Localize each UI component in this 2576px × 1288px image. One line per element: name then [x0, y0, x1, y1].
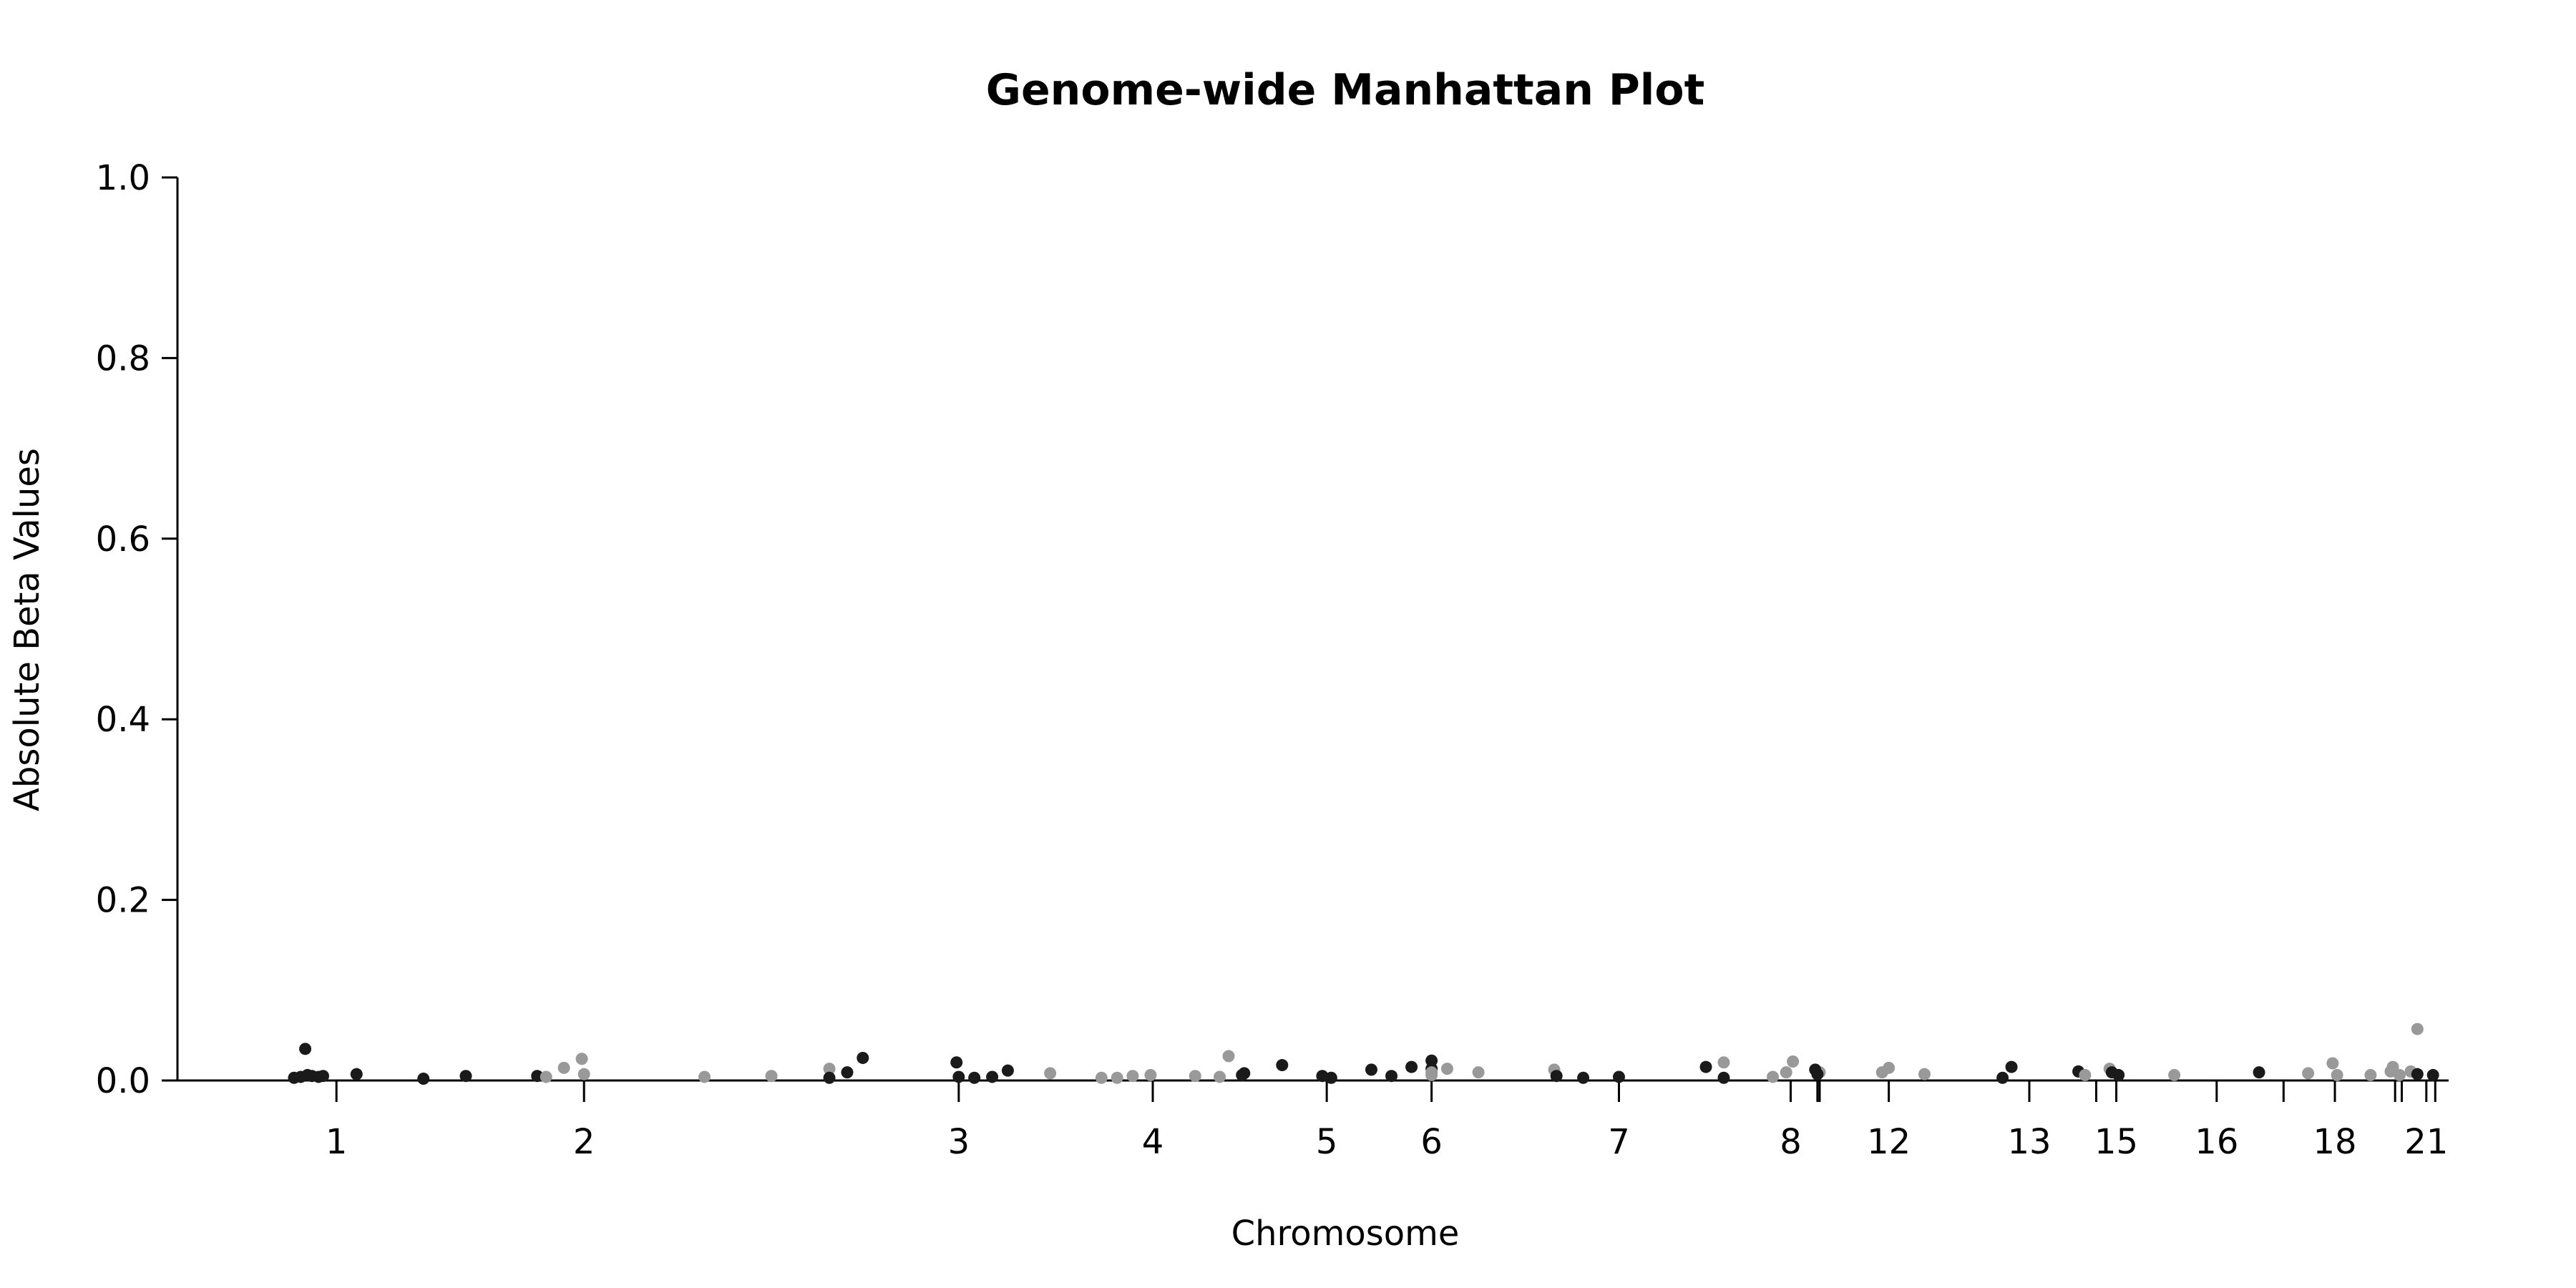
x-tick-label: 16	[2195, 1122, 2238, 1162]
x-axis-label: Chromosome	[1231, 1214, 1460, 1254]
data-point	[577, 1068, 590, 1080]
data-point	[1996, 1071, 2009, 1084]
data-point	[316, 1070, 329, 1083]
data-point	[2302, 1067, 2315, 1080]
x-tick-label: 7	[1608, 1122, 1630, 1162]
x-tick-label: 3	[948, 1122, 970, 1162]
x-tick-label: 15	[2094, 1122, 2138, 1162]
data-point	[2079, 1068, 2092, 1081]
data-point	[1699, 1060, 1712, 1073]
data-point	[952, 1070, 965, 1083]
data-point	[1577, 1071, 1590, 1084]
data-point	[841, 1066, 854, 1079]
x-tick-label: 4	[1142, 1122, 1164, 1162]
data-point	[459, 1070, 472, 1083]
data-point	[1095, 1071, 1108, 1084]
data-point	[417, 1072, 430, 1085]
data-point	[2364, 1068, 2377, 1081]
x-tick-label: 5	[1316, 1122, 1338, 1162]
data-point	[1472, 1066, 1485, 1079]
data-point	[1717, 1071, 1730, 1084]
data-point	[1144, 1068, 1157, 1081]
data-point	[2253, 1066, 2265, 1079]
data-point	[1385, 1070, 1398, 1083]
x-tick-label: 18	[2313, 1122, 2356, 1162]
data-point	[1787, 1055, 1800, 1068]
data-point	[1214, 1070, 1226, 1083]
data-point	[1365, 1063, 1377, 1076]
data-point	[1883, 1061, 1896, 1074]
data-point	[1044, 1067, 1057, 1080]
data-point	[2386, 1060, 2399, 1073]
data-point	[2005, 1060, 2018, 1073]
data-point	[2112, 1068, 2125, 1081]
data-point	[2393, 1068, 2406, 1081]
data-point	[698, 1070, 711, 1083]
data-point	[1324, 1071, 1337, 1084]
data-point	[1918, 1068, 1931, 1080]
data-point	[1425, 1066, 1438, 1079]
data-point	[1222, 1050, 1235, 1063]
data-point	[823, 1071, 836, 1084]
y-tick-label: 0.4	[96, 700, 150, 740]
y-tick-label: 0.2	[96, 881, 150, 921]
data-point	[765, 1070, 778, 1083]
y-axis-ticks: 0.0 0.2 0.4 0.6 0.8 1.0	[96, 158, 177, 1101]
x-tick-label: 12	[1867, 1122, 1911, 1162]
data-point	[531, 1070, 544, 1083]
data-point	[1612, 1070, 1625, 1083]
data-point	[1811, 1068, 1824, 1080]
data-points	[288, 1023, 2439, 1085]
y-tick-label: 1.0	[96, 158, 150, 198]
y-tick-label: 0.6	[96, 519, 150, 560]
x-tick-label: 2	[573, 1122, 595, 1162]
x-tick-label: 21	[2404, 1122, 2448, 1162]
data-point	[557, 1061, 570, 1074]
data-point	[1550, 1070, 1563, 1083]
data-point	[950, 1056, 963, 1069]
data-point	[2331, 1068, 2343, 1081]
data-point	[2326, 1057, 2339, 1070]
data-point	[299, 1043, 312, 1055]
data-point	[540, 1070, 552, 1083]
data-point	[1111, 1071, 1123, 1084]
data-point	[1276, 1059, 1289, 1072]
y-axis-label: Absolute Beta Values	[7, 448, 47, 811]
x-tick-label: 1	[326, 1122, 348, 1162]
y-tick-label: 0.0	[96, 1061, 150, 1101]
data-point	[986, 1070, 999, 1083]
y-tick-label: 0.8	[96, 338, 150, 379]
data-point	[1238, 1067, 1251, 1080]
data-point	[1126, 1070, 1139, 1083]
chart-title: Genome-wide Manhattan Plot	[986, 65, 1705, 115]
data-point	[350, 1068, 363, 1080]
data-point	[1001, 1064, 1014, 1077]
data-point	[2426, 1068, 2439, 1081]
data-point	[575, 1053, 588, 1065]
data-point	[1780, 1066, 1792, 1079]
data-point	[968, 1071, 981, 1084]
data-point	[1405, 1060, 1418, 1073]
data-point	[1767, 1070, 1780, 1083]
data-point	[823, 1063, 836, 1075]
x-tick-label: 6	[1420, 1122, 1443, 1162]
x-tick-label: 13	[2007, 1122, 2051, 1162]
x-axis-ticks: 1 2 3 4 5 6 7 8 12 13 15 16 18 21	[326, 1080, 2448, 1162]
data-point	[2168, 1068, 2181, 1081]
data-point	[1717, 1056, 1730, 1069]
data-point	[2411, 1068, 2424, 1080]
data-point	[857, 1051, 869, 1064]
x-tick-label: 8	[1780, 1122, 1802, 1162]
data-point	[2411, 1023, 2424, 1035]
data-point	[1189, 1070, 1201, 1083]
data-point	[1440, 1063, 1453, 1075]
